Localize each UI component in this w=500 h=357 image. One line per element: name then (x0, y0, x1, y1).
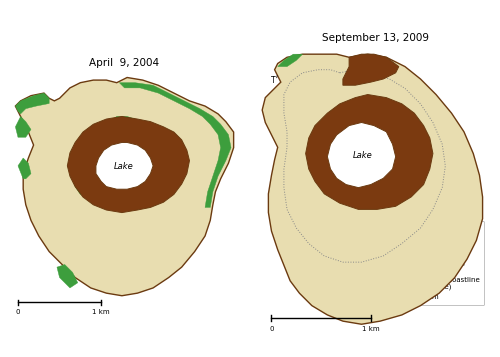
Polygon shape (343, 54, 399, 85)
Polygon shape (328, 122, 396, 188)
Polygon shape (72, 176, 86, 195)
Polygon shape (278, 54, 302, 67)
Polygon shape (16, 93, 49, 114)
Polygon shape (146, 195, 164, 207)
Polygon shape (120, 83, 231, 207)
Polygon shape (306, 95, 433, 210)
Polygon shape (16, 116, 31, 137)
Text: Lake: Lake (114, 162, 133, 171)
Polygon shape (57, 265, 78, 288)
Polygon shape (96, 142, 153, 189)
Polygon shape (158, 135, 182, 158)
Title: September 13, 2009: September 13, 2009 (322, 33, 429, 43)
Text: 0: 0 (16, 309, 20, 315)
Legend: Talus (​T​), Bedrock, Surficial deposits,
undifferentiated, Pre-eruption coastli: Talus (​T​), Bedrock, Surficial deposits… (380, 221, 484, 305)
Text: 0: 0 (269, 326, 274, 332)
Text: 1 km: 1 km (92, 309, 110, 315)
Polygon shape (18, 158, 31, 179)
Title: April  9, 2004: April 9, 2004 (90, 57, 160, 67)
Text: 1 km: 1 km (362, 326, 380, 332)
Polygon shape (262, 54, 482, 324)
Polygon shape (109, 116, 135, 127)
Polygon shape (68, 116, 190, 212)
Text: Lake: Lake (353, 151, 373, 160)
Polygon shape (16, 77, 234, 296)
Text: T: T (270, 76, 276, 85)
